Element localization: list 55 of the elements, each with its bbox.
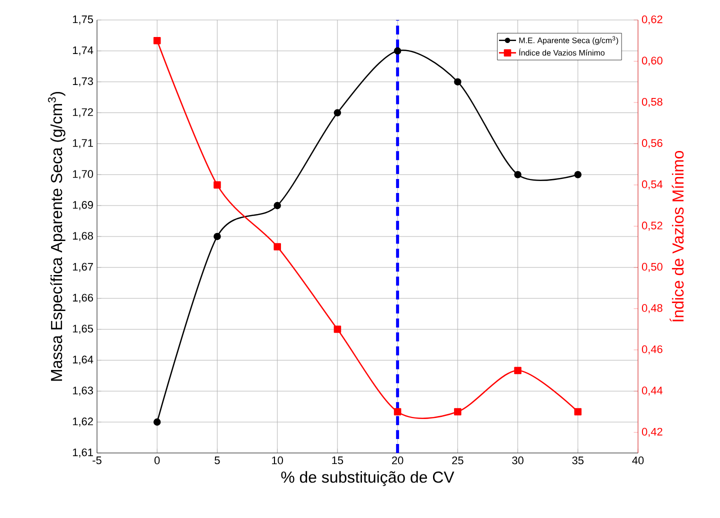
- point: [574, 408, 582, 416]
- y-tick-label: 1,69: [72, 201, 93, 210]
- point: [514, 170, 522, 178]
- y2-tick-label: 0,60: [642, 56, 662, 66]
- x-tick-label: 35: [572, 456, 584, 464]
- point: [394, 408, 402, 416]
- x-tick-label: 40: [632, 456, 644, 464]
- y2-tick-label: 0,46: [642, 345, 662, 354]
- y-tick-label: 1,63: [72, 386, 93, 396]
- point: [394, 47, 402, 55]
- x-tick-label: 30: [512, 456, 524, 464]
- y-tick-label: 1,62: [72, 418, 93, 427]
- y2-tick-label: 0,42: [642, 428, 662, 437]
- y-tick-label: 1,65: [72, 324, 94, 334]
- point: [454, 408, 462, 416]
- x-tick-label: 10: [272, 456, 283, 464]
- y-tick-label: 1,70: [72, 170, 94, 180]
- x-tick-label: 25: [452, 456, 464, 464]
- y-tick-label: 1,61: [72, 448, 93, 458]
- x-tick-label: 15: [332, 456, 344, 464]
- point: [334, 326, 342, 333]
- x-tick-label: 20: [392, 456, 404, 464]
- y2-tick-label: 0,52: [642, 222, 662, 231]
- y-tick-label: 1,64: [72, 356, 94, 365]
- y2-tick-label: 0,54: [642, 180, 663, 190]
- x-tick-label: -5: [92, 456, 102, 464]
- y2-tick-label: 0,56: [642, 139, 662, 148]
- y-tick-label: 1,68: [72, 232, 93, 242]
- x-tick-label: 0: [154, 456, 160, 464]
- point: [153, 418, 161, 426]
- y-tick-label: 1,72: [72, 108, 93, 118]
- point: [514, 366, 522, 374]
- point: [214, 232, 221, 240]
- point: [153, 36, 161, 44]
- point: [454, 78, 462, 86]
- y2-tick-label: 0,50: [642, 262, 662, 272]
- point: [274, 202, 281, 210]
- point: [274, 243, 281, 250]
- y-tick-label: 1,66: [72, 294, 93, 303]
- y-tick-label: 1,73: [72, 77, 93, 86]
- y-tick-label: 1,75: [72, 16, 94, 24]
- y-tick-label: 1,71: [72, 139, 93, 148]
- x-axis-title: % de substituição de CV: [281, 471, 454, 486]
- y2-tick-label: 0,48: [642, 304, 662, 314]
- point: [574, 170, 582, 178]
- y2-tick-label: 0,58: [642, 98, 662, 107]
- x-tick-label: 5: [214, 456, 220, 464]
- y2-tick-label: 0,62: [642, 15, 662, 25]
- y-tick-label: 1,74: [72, 46, 94, 56]
- y-axis-title: Massa Específica Aparente Seca (g/cm$^{3}$): [48, 92, 66, 381]
- y2-axis-title: Índice de Vazios Mínimo: [670, 150, 684, 322]
- y2-tick-label: 0,44: [642, 386, 663, 396]
- y-tick-label: 1,67: [72, 262, 93, 272]
- point: [214, 181, 221, 189]
- point: [334, 109, 342, 116]
